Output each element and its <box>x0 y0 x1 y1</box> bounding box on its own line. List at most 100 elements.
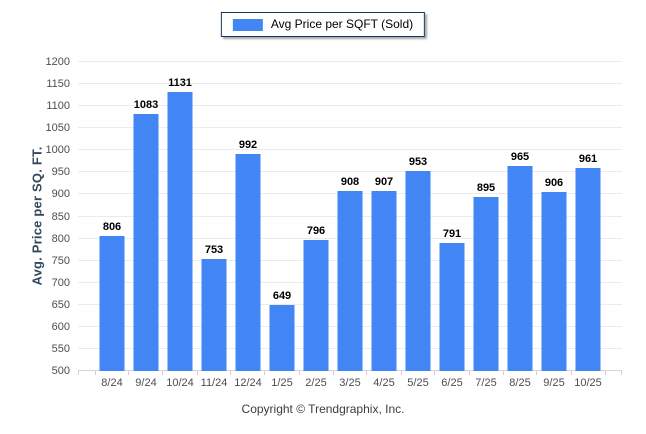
bar-value-label: 906 <box>544 176 564 189</box>
x-tick-label: 9/24 <box>135 377 157 389</box>
x-axis-tick-mark <box>298 371 300 375</box>
y-tick-label: 1100 <box>46 100 70 113</box>
x-axis-edge-tick <box>621 371 622 375</box>
bar <box>303 240 329 371</box>
bar-group: 906 9/25 <box>537 62 571 389</box>
x-axis-tick-mark <box>570 371 572 375</box>
bar-group: 753 11/24 <box>197 62 231 389</box>
x-axis-tick-mark <box>434 371 436 375</box>
x-tick-label: 3/25 <box>339 377 361 389</box>
x-tick-label: 8/24 <box>101 377 123 389</box>
y-tick-label: 1200 <box>45 56 70 68</box>
x-axis-tick-mark <box>162 371 164 375</box>
gridline <box>78 83 622 85</box>
y-tick-label: 950 <box>51 166 70 179</box>
bar-group: 907 4/25 <box>367 62 401 389</box>
x-axis-tick-mark <box>468 371 470 375</box>
x-tick-label: 9/25 <box>543 377 565 389</box>
y-tick-label: 1050 <box>45 122 70 135</box>
x-axis-tick-mark <box>264 371 266 375</box>
bar-value-label: 791 <box>442 227 462 240</box>
bar-group: 791 6/25 <box>435 62 469 389</box>
bar-group: 953 5/25 <box>401 62 435 389</box>
bar-value-label: 895 <box>476 181 496 194</box>
bar-value-label: 796 <box>306 225 326 238</box>
x-tick-label: 2/25 <box>305 377 327 389</box>
y-tick-label: 700 <box>51 276 70 289</box>
gridline <box>78 149 622 151</box>
bar <box>167 92 193 371</box>
bar-group: 895 7/25 <box>469 62 503 389</box>
legend-swatch <box>232 18 263 31</box>
bar-group: 1083 9/24 <box>129 62 163 389</box>
bar-value-label: 1131 <box>168 77 192 90</box>
bar <box>133 113 159 371</box>
bar-group: 806 8/24 <box>95 62 129 389</box>
x-tick-label: 7/25 <box>475 377 497 389</box>
x-tick-label: 6/25 <box>441 377 463 389</box>
bar <box>405 171 431 371</box>
legend-label: Avg Price per SQFT (Sold) <box>270 17 414 31</box>
bar <box>473 196 499 371</box>
x-tick-label: 5/25 <box>407 377 429 389</box>
bar-value-label: 649 <box>272 290 292 303</box>
gridline <box>78 105 622 107</box>
x-axis-tick-mark <box>366 371 368 375</box>
x-tick-label: 10/25 <box>574 377 602 389</box>
bar <box>201 259 227 371</box>
bar-group: 908 3/25 <box>333 62 367 389</box>
bar-value-label: 992 <box>238 138 258 151</box>
bar <box>337 190 363 371</box>
bar-group: 992 12/24 <box>231 62 265 389</box>
y-tick-label: 750 <box>51 254 70 267</box>
y-tick-label: 900 <box>51 188 70 201</box>
x-axis-tick-mark <box>604 371 606 375</box>
x-tick-label: 10/24 <box>166 377 194 389</box>
x-tick-label: 11/24 <box>200 377 228 389</box>
x-tick-label: 12/24 <box>234 377 262 389</box>
x-axis-edge-tick <box>78 371 79 375</box>
x-axis-tick-mark <box>94 371 96 375</box>
y-tick-label: 1000 <box>45 144 70 157</box>
x-tick-label: 4/25 <box>373 377 395 389</box>
y-axis-tick-labels: 500 550 600 650 700 750 800 850 900 950 1000 1050 11… <box>0 56 70 377</box>
x-axis-tick-mark <box>128 371 130 375</box>
bar-value-label: 907 <box>374 176 394 189</box>
bar-value-label: 908 <box>340 175 360 188</box>
x-tick-label: 8/25 <box>509 377 531 389</box>
bar <box>235 153 261 371</box>
y-tick-label: 1150 <box>46 78 70 91</box>
bar <box>575 167 601 371</box>
y-tick-label: 600 <box>51 320 70 333</box>
bar-group: 1131 10/24 <box>163 62 197 389</box>
y-tick-label: 500 <box>51 365 70 377</box>
bar-group: 961 10/25 <box>571 62 605 389</box>
bar-group: 965 8/25 <box>503 62 537 389</box>
bar <box>507 165 533 371</box>
bar-value-label: 1083 <box>133 98 159 111</box>
y-tick-label: 850 <box>51 210 70 223</box>
bar-group: 649 1/25 <box>265 62 299 389</box>
x-tick-label: 1/25 <box>271 377 293 389</box>
y-tick-label: 650 <box>51 298 70 311</box>
bar-value-label: 806 <box>102 220 122 233</box>
copyright-text: Copyright © Trendgraphix, Inc. <box>241 402 405 416</box>
x-axis-tick-mark <box>400 371 402 375</box>
gridline <box>78 171 622 173</box>
legend: Avg Price per SQFT (Sold) <box>220 12 426 37</box>
y-tick-label: 550 <box>51 342 70 355</box>
bar-value-label: 953 <box>408 156 428 169</box>
x-axis-tick-mark <box>502 371 504 375</box>
bar <box>269 305 295 371</box>
x-axis-tick-mark <box>332 371 334 375</box>
x-axis-tick-mark <box>196 371 198 375</box>
gridline <box>78 61 622 62</box>
bar-value-label: 961 <box>578 152 598 165</box>
bar-group: 796 2/25 <box>299 62 333 389</box>
bar <box>439 242 465 371</box>
bar <box>99 235 125 371</box>
bar-value-label: 753 <box>204 244 224 257</box>
bar-value-label: 965 <box>510 150 530 163</box>
plot-area: 806 8/24 1083 9/24 1131 10/24 753 11/24 992 12/24… <box>78 61 622 389</box>
